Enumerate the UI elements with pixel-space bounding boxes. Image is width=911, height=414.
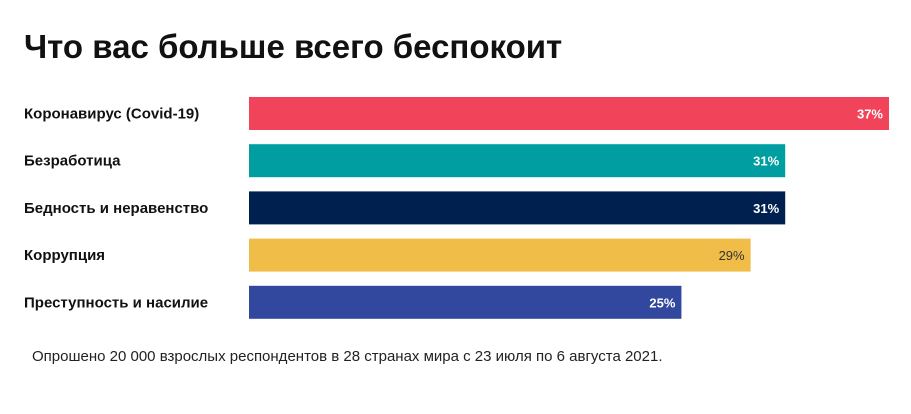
- survey-footnote: Опрошено 20 000 взрослых респондентов в …: [32, 348, 663, 365]
- value-label: 29%: [719, 248, 745, 263]
- category-label: Коррупция: [24, 247, 105, 264]
- value-label: 25%: [649, 295, 675, 310]
- value-label: 31%: [753, 201, 779, 216]
- bar: [249, 285, 682, 319]
- value-label: 37%: [857, 107, 883, 122]
- bar: [249, 97, 889, 130]
- bar: [249, 191, 786, 225]
- category-label: Преступность и насилие: [24, 294, 208, 311]
- bar: [249, 144, 786, 178]
- value-label: 31%: [753, 154, 779, 169]
- category-label: Безработица: [24, 153, 121, 170]
- category-label: Коронавирус (Covid-19): [24, 106, 199, 123]
- category-label: Бедность и неравенство: [24, 200, 208, 217]
- chart-title: Что вас больше всего беспокоит: [24, 28, 563, 65]
- bar: [249, 238, 751, 272]
